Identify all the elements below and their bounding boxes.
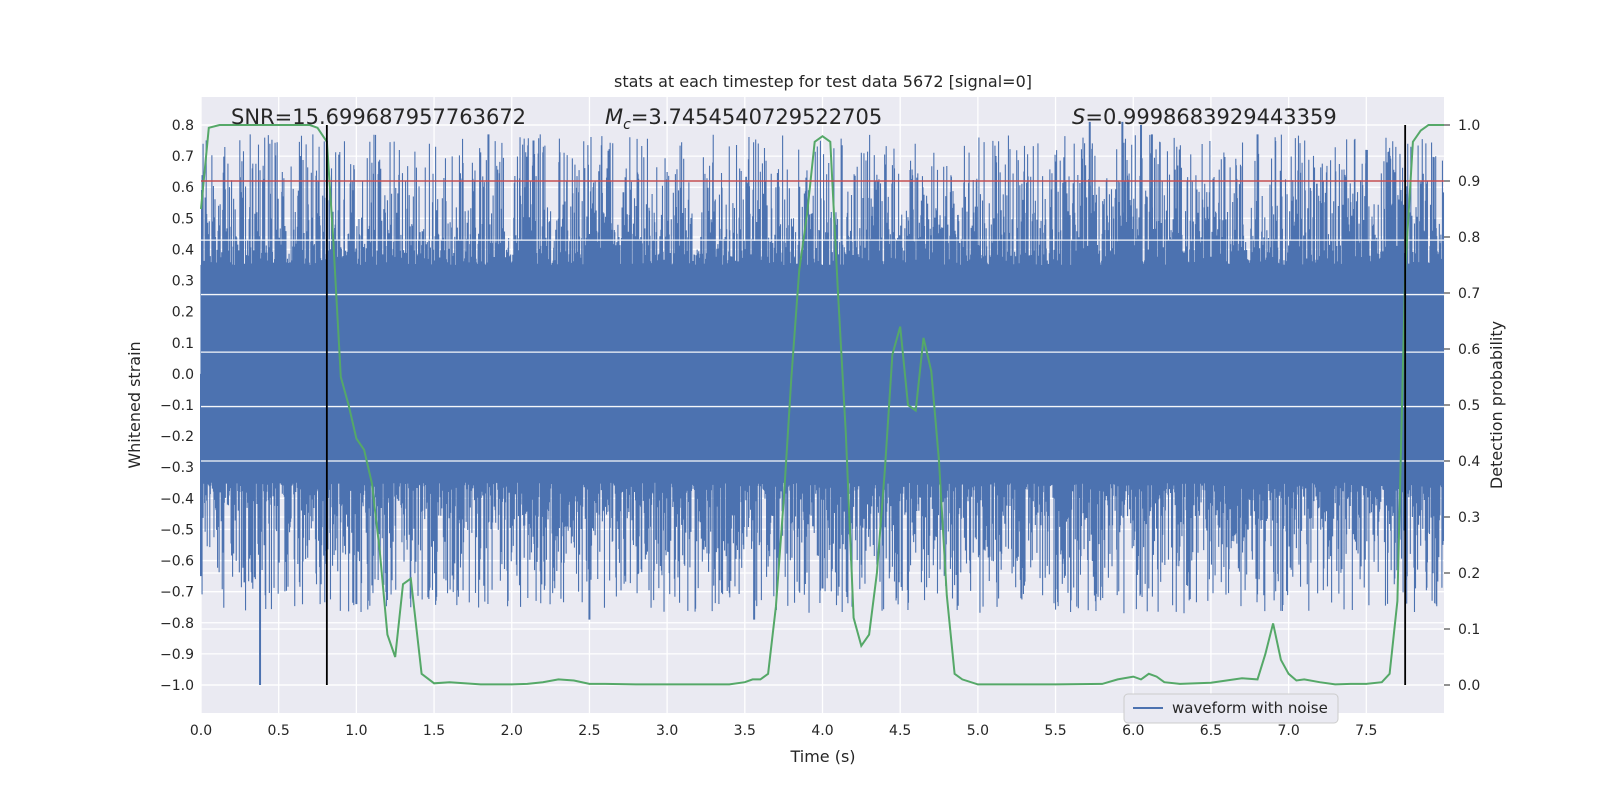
y-tick-left-label: 0.7 [172,149,194,165]
x-axis-label: Time (s) [789,747,855,766]
markers [201,125,1444,685]
x-tick-label: 4.0 [811,723,833,739]
score-annotation: S=0.9998683929443359 [1072,105,1337,129]
legend-box [1123,693,1339,724]
x-axis-ticks: 0.0 0.5 1.0 1.5 2.0 2.5 3.0 3.5 4.0 4.5 5.0 5.5 6.0 6… [190,723,1378,739]
y-tick-left-label: −0.9 [160,647,194,663]
y-tick-left-label: −0.2 [160,429,194,445]
y-axis-right-label: Detection probability [1487,321,1506,489]
detection-probability-line [200,124,1444,686]
y-tick-left-label: −0.6 [160,554,194,570]
y-tick-right-label: 0.4 [1458,454,1480,470]
x-tick-label: 3.0 [656,723,678,739]
y-tick-left-label: 0.6 [172,180,194,196]
x-tick-label: 0.5 [268,723,290,739]
x-tick-label: 1.5 [423,723,445,739]
y-tick-left-label: 0.2 [172,305,194,321]
series-waveform-with-noise [200,121,1445,685]
x-tick-label: 6.0 [1122,723,1144,739]
y-tick-right-label: 0.8 [1458,230,1480,246]
y-tick-left-label: −0.7 [160,585,194,601]
y-tick-right-label: 0.9 [1458,174,1480,190]
y-axis-right-ticks: 1.0 0.9 0.8 0.7 0.6 0.5 0.4 0.3 0.2 0.1 0.0 [1444,118,1480,694]
y-tick-left-label: −0.8 [160,616,194,632]
y-tick-left-label: 0.1 [172,336,194,352]
x-tick-label: 2.0 [501,723,523,739]
snr-annotation: SNR=15.699687957763672 [231,105,526,129]
score-value: =0.9998683929443359 [1085,105,1336,129]
x-tick-label: 2.5 [578,723,600,739]
y-axis-left-label: Whitened strain [125,341,144,468]
x-tick-label: 7.0 [1277,723,1299,739]
x-tick-label: 4.5 [889,723,911,739]
y-tick-right-label: 0.7 [1458,286,1480,302]
y-tick-right-label: 0.1 [1458,622,1480,638]
legend: waveform with noise [1123,693,1339,724]
y-tick-left-label: −0.1 [160,398,194,414]
y-tick-left-label: 0.8 [172,118,194,134]
chirp-mass-symbol: M [605,105,623,129]
x-tick-label: 0.0 [190,723,212,739]
plot-area [200,97,1445,713]
y-tick-right-label: 0.0 [1458,678,1480,694]
y-tick-right-label: 0.5 [1458,398,1480,414]
x-tick-label: 3.5 [734,723,756,739]
series-detection-probability [200,124,1444,686]
x-tick-label: 7.5 [1355,723,1377,739]
x-tick-label: 6.5 [1200,723,1222,739]
y-tick-left-label: −1.0 [160,678,194,694]
chirp-mass-value: =3.7454540729522705 [631,105,882,129]
score-symbol: S [1072,105,1085,129]
y-tick-left-label: −0.3 [160,460,194,476]
x-tick-label: 5.5 [1044,723,1066,739]
y-tick-right-label: 0.6 [1458,342,1480,358]
y-tick-right-label: 0.2 [1458,566,1480,582]
chart-title: stats at each timestep for test data 567… [614,72,1032,91]
y-axis-left-ticks: 0.8 0.7 0.6 0.5 0.4 0.3 0.2 0.1 0.0 −0.1 −0.2 −0.3 −… [160,118,194,694]
chirp-mass-annotation: Mc=3.7454540729522705 [605,105,882,133]
y-tick-left-label: 0.5 [172,211,194,227]
y-tick-right-label: 0.3 [1458,510,1480,526]
y-tick-left-label: −0.4 [160,491,194,507]
legend-label: waveform with noise [1172,699,1328,717]
y-tick-left-label: −0.5 [160,522,194,538]
x-tick-label: 5.0 [967,723,989,739]
y-tick-left-label: 0.0 [172,367,194,383]
chirp-mass-subscript: c [623,117,631,133]
x-tick-label: 1.0 [345,723,367,739]
y-tick-right-label: 1.0 [1458,118,1480,134]
y-tick-left-label: 0.3 [172,274,194,290]
y-tick-left-label: 0.4 [172,242,194,258]
